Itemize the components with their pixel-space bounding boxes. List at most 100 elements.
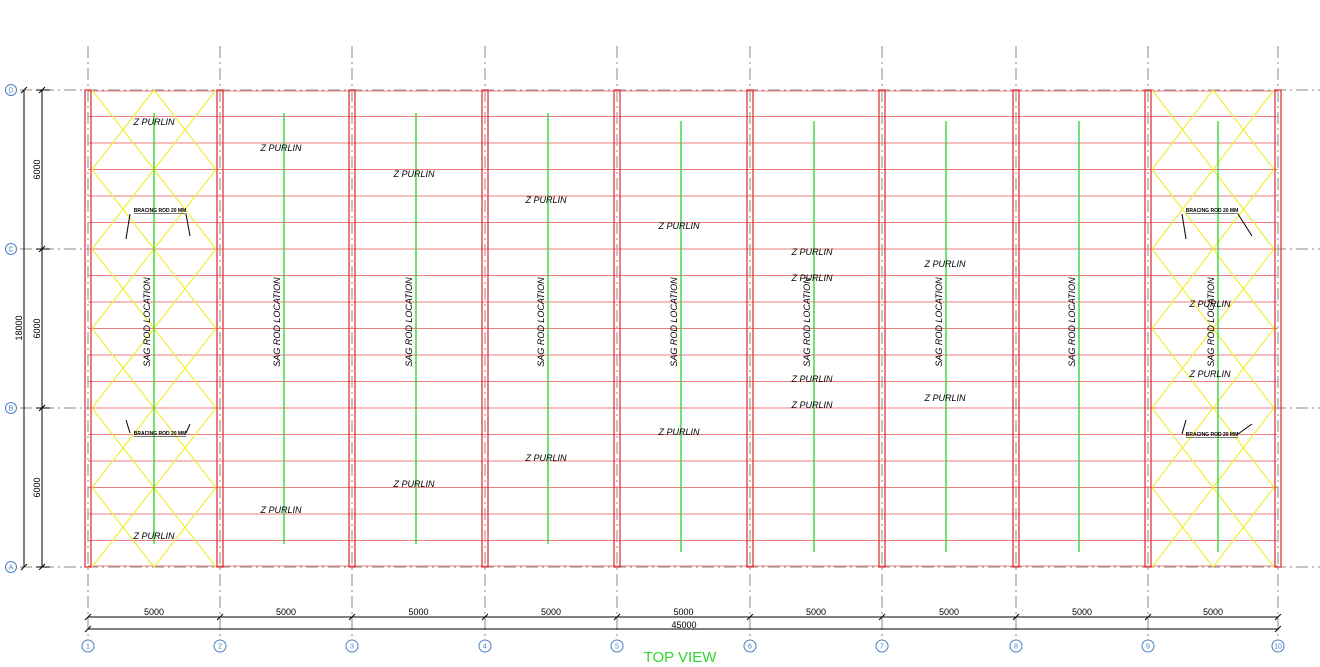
- dimension-tick: [84, 613, 92, 621]
- rafter: [1274, 89, 1282, 568]
- grid-bubble-row: [5, 84, 17, 96]
- grid-bubble-row: [5, 243, 17, 255]
- dimension-tick: [746, 613, 754, 621]
- z-purlin-label: Z PURLIN: [923, 259, 966, 269]
- bracing-rod: [1151, 248, 1275, 409]
- member-labels: SAG ROD LOCATION SAG ROD LOCATION SAG ROD …: [125, 117, 1253, 541]
- bay-dimension-label: 5000: [144, 607, 164, 617]
- grid-bubble-col-label: 9: [1146, 644, 1150, 651]
- grid-bubble-col: [875, 639, 889, 653]
- grid-bubble-row: [5, 402, 17, 414]
- grid-bubble-col: [1271, 639, 1285, 653]
- grid-bubble-col: [81, 639, 95, 653]
- grid-bubble-col: [345, 639, 359, 653]
- row-dimension-label: 6000: [32, 477, 42, 497]
- bracing-rod-label: BRACING ROD 20 MM: [1186, 208, 1239, 214]
- bay-dimension-label: 5000: [673, 607, 693, 617]
- dimension-tick: [84, 625, 92, 633]
- overall-width-label: 45000: [671, 620, 696, 630]
- z-purlin-label: Z PURLIN: [790, 374, 833, 384]
- z-purlin-label: Z PURLIN: [524, 453, 567, 463]
- grid-bubble-col-label: 10: [1274, 644, 1282, 651]
- grid-bubble-col: [478, 639, 492, 653]
- z-purlin-label: Z PURLIN: [259, 143, 302, 153]
- dimension-tick: [1144, 613, 1152, 621]
- bay-dimension-label: 5000: [541, 607, 561, 617]
- z-purlin-label: Z PURLIN: [524, 195, 567, 205]
- purlin-lines: [88, 90, 1278, 567]
- bracing-rods: [91, 89, 1275, 568]
- bay-dimension-label: 5000: [1203, 607, 1223, 617]
- grid-bubble-col-label: 4: [483, 644, 487, 651]
- bracing-rod: [1151, 407, 1275, 568]
- bay-dimension-label: 5000: [806, 607, 826, 617]
- sag-rod-label: SAG ROD LOCATION: [1206, 277, 1216, 367]
- z-purlin-label: Z PURLIN: [1188, 369, 1231, 379]
- rafter: [1144, 89, 1152, 568]
- rafter: [216, 89, 224, 568]
- dimension-tick: [481, 613, 489, 621]
- z-purlin-label: Z PURLIN: [392, 169, 435, 179]
- sag-rod-label: SAG ROD LOCATION: [934, 277, 944, 367]
- rafter: [613, 89, 621, 568]
- bracing-rod: [1151, 407, 1275, 568]
- bracing-rod-label: BRACING ROD 20 MM: [134, 208, 187, 214]
- rafter: [84, 89, 92, 568]
- row-dimension-label: 6000: [32, 318, 42, 338]
- dimension-tick: [216, 613, 224, 621]
- sag-rod-label: SAG ROD LOCATION: [272, 277, 282, 367]
- z-purlin-label: Z PURLIN: [132, 531, 175, 541]
- grid-bubble-row-label: C: [8, 247, 13, 254]
- dimension-tick: [20, 86, 28, 94]
- z-purlin-label: Z PURLIN: [657, 221, 700, 231]
- bracing-rod: [1151, 89, 1275, 250]
- bracing-rod-label: BRACING ROD 20 MM: [134, 431, 187, 437]
- grid-bubble-col-label: 7: [880, 644, 884, 651]
- bay-dimension-label: 5000: [939, 607, 959, 617]
- z-purlin-label: Z PURLIN: [790, 247, 833, 257]
- sag-rod-label: SAG ROD LOCATION: [669, 277, 679, 367]
- sag-rods: [153, 113, 1219, 552]
- grid-bubble-row-label: B: [9, 406, 14, 413]
- bay-dimension-label: 5000: [276, 607, 296, 617]
- dimension-tick: [878, 613, 886, 621]
- z-purlin-label: Z PURLIN: [657, 427, 700, 437]
- grid-bubble-col: [610, 639, 624, 653]
- rafters: [84, 89, 1282, 568]
- sag-rod-label: SAG ROD LOCATION: [1067, 277, 1077, 367]
- rafter: [878, 89, 886, 568]
- bracing-leader: [1181, 419, 1187, 435]
- grid-bubble-row-label: D: [8, 88, 13, 95]
- grid-bubble-col-label: 2: [218, 644, 222, 651]
- sag-rod-label: SAG ROD LOCATION: [142, 277, 152, 367]
- z-purlin-label: Z PURLIN: [923, 393, 966, 403]
- grid-bubble-col-label: 8: [1014, 644, 1018, 651]
- bracing-leader: [185, 213, 191, 237]
- z-purlin-label: Z PURLIN: [790, 400, 833, 410]
- grid-bubble-col-label: 6: [748, 644, 752, 651]
- grid-bubble-col-label: 5: [615, 644, 619, 651]
- z-purlin-label: Z PURLIN: [132, 117, 175, 127]
- overall-height-label: 18000: [14, 315, 24, 340]
- dimension-tick: [1274, 625, 1282, 633]
- bracing-rod: [91, 407, 217, 568]
- bracing-leader: [125, 419, 131, 434]
- sag-rod-label: SAG ROD LOCATION: [536, 277, 546, 367]
- bay-dimension-label: 5000: [1072, 607, 1092, 617]
- grid-bubble-col-label: 1: [86, 644, 90, 651]
- bracing-rod-label: BRACING ROD 20 MM: [1186, 432, 1239, 438]
- grid-bubble-col: [213, 639, 227, 653]
- grid-bubble-row-label: A: [9, 565, 14, 572]
- bracing-leader: [1237, 213, 1253, 237]
- view-title: TOP VIEW: [644, 649, 718, 666]
- bracing-leader: [185, 423, 191, 434]
- dimension-tick: [348, 613, 356, 621]
- dimension-tick: [1274, 613, 1282, 621]
- grid-bubble-col: [1009, 639, 1023, 653]
- rafter: [1012, 89, 1020, 568]
- z-purlin-label: Z PURLIN: [392, 479, 435, 489]
- rafter: [481, 89, 489, 568]
- grid-bubbles: D C B A 1 2 3 4 5 6 7 8 9 10: [5, 84, 1285, 653]
- z-purlin-label: Z PURLIN: [790, 273, 833, 283]
- rafter: [746, 89, 754, 568]
